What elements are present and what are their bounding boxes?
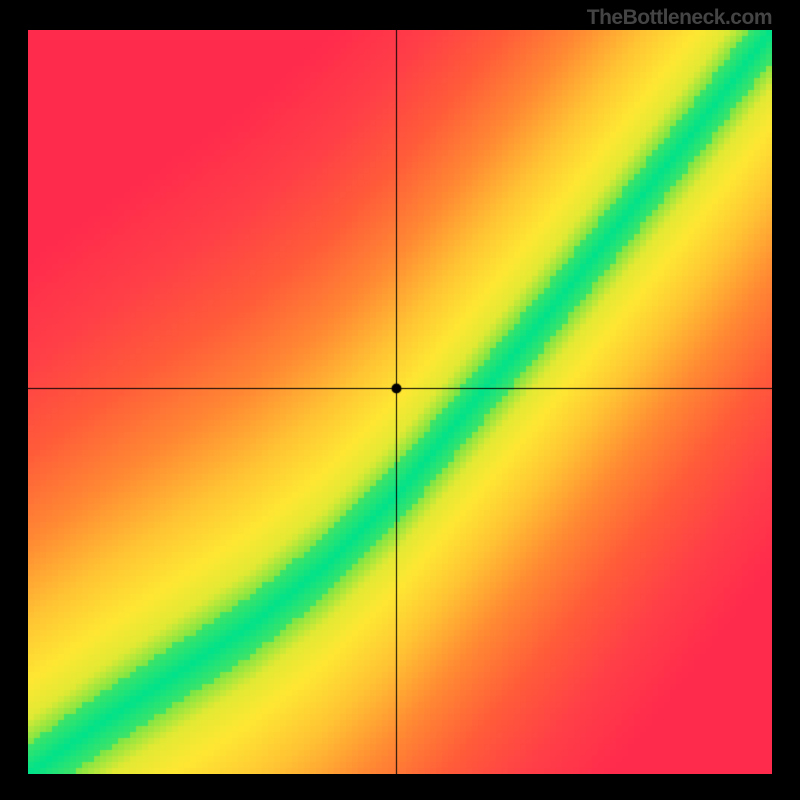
- heatmap-canvas: [28, 30, 772, 774]
- bottleneck-heatmap: [28, 30, 772, 774]
- watermark-text: TheBottleneck.com: [587, 6, 772, 30]
